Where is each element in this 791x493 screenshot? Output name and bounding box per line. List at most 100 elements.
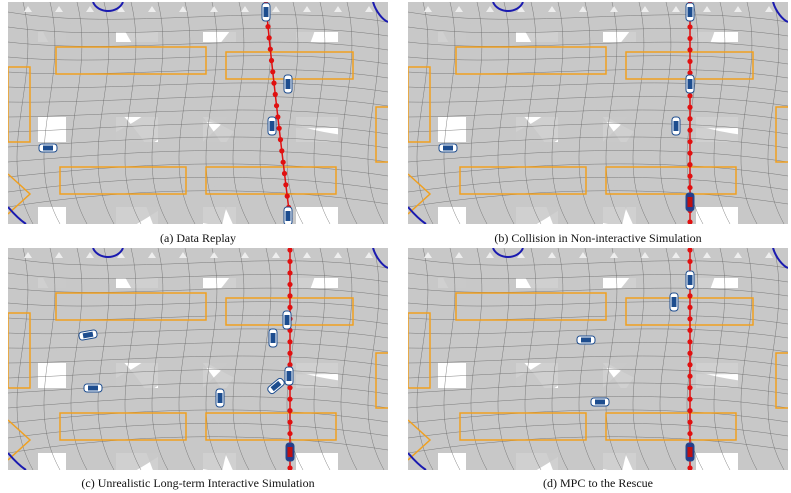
vehicle	[670, 293, 678, 311]
panel-map	[408, 248, 788, 470]
trajectory-point	[687, 174, 692, 179]
caption: (a) Data Replay	[8, 231, 388, 246]
vehicle	[268, 117, 276, 135]
trajectory-point	[287, 305, 292, 310]
trajectory-point	[687, 351, 692, 356]
trajectory-point	[265, 24, 270, 29]
vehicle-cabin	[288, 447, 293, 457]
trajectory-point	[269, 58, 274, 63]
vehicle	[672, 117, 680, 135]
trajectory-point	[278, 137, 283, 142]
trajectory-point	[687, 259, 692, 264]
vehicle	[262, 3, 270, 21]
trajectory-point	[287, 259, 292, 264]
vehicle-cabin	[672, 297, 677, 307]
vehicle-cabin	[271, 333, 276, 343]
trajectory-point	[267, 35, 272, 40]
vehicle	[686, 443, 694, 461]
trajectory-point	[273, 92, 278, 97]
vehicle	[84, 384, 102, 392]
trajectory-point	[287, 385, 292, 390]
vehicle	[686, 3, 694, 21]
trajectory-point	[687, 397, 692, 402]
trajectory-point	[268, 47, 273, 52]
vehicle	[216, 389, 224, 407]
vehicle	[686, 271, 694, 289]
trajectory-point	[287, 408, 292, 413]
trajectory-point	[687, 128, 692, 133]
trajectory-point	[687, 339, 692, 344]
figure: (a) Data Replay (b) Collision in Non-int…	[0, 0, 791, 493]
vehicle	[439, 144, 457, 152]
vehicle	[285, 367, 293, 385]
vehicle-cabin	[688, 7, 693, 17]
vehicle-cabin	[287, 371, 292, 381]
trajectory-point	[687, 385, 692, 390]
vehicle-cabin	[688, 275, 693, 285]
vehicle-cabin	[264, 7, 269, 17]
trajectory-point	[285, 194, 290, 199]
vehicle	[686, 193, 694, 211]
trajectory-point	[687, 362, 692, 367]
trajectory-point	[687, 305, 692, 310]
trajectory-point	[687, 105, 692, 110]
trajectory-point	[687, 374, 692, 379]
trajectory-point	[687, 316, 692, 321]
trajectory-point	[687, 59, 692, 64]
trajectory-point	[287, 270, 292, 275]
trajectory-point	[270, 69, 275, 74]
trajectory-point	[282, 171, 287, 176]
caption: (b) Collision in Non-interactive Simulat…	[408, 231, 788, 246]
vehicle	[283, 311, 291, 329]
trajectory-point	[687, 420, 692, 425]
vehicle-cabin	[218, 393, 223, 403]
trajectory-point	[287, 351, 292, 356]
trajectory-point	[687, 36, 692, 41]
vehicle	[284, 75, 292, 93]
vehicle-cabin	[88, 386, 98, 391]
trajectory-point	[287, 420, 292, 425]
vehicle	[686, 75, 694, 93]
vehicle-cabin	[286, 211, 291, 221]
trajectory-point	[287, 282, 292, 287]
trajectory-point	[687, 185, 692, 190]
vehicle-cabin	[443, 146, 453, 151]
vehicle-cabin	[286, 79, 291, 89]
trajectory-point	[274, 103, 279, 108]
vehicle-cabin	[688, 447, 693, 457]
trajectory-point	[277, 126, 282, 131]
trajectory-point	[279, 148, 284, 153]
vehicle	[284, 207, 292, 224]
trajectory-point	[687, 24, 692, 29]
trajectory-point	[687, 116, 692, 121]
trajectory-point	[687, 408, 692, 413]
caption: (d) MPC to the Rescue	[408, 476, 788, 491]
vehicle	[286, 443, 294, 461]
panel-map	[408, 2, 788, 224]
vehicle-cabin	[285, 315, 290, 325]
trajectory-point	[687, 431, 692, 436]
vehicle-cabin	[688, 197, 693, 207]
vehicle	[39, 144, 57, 152]
vehicle-cabin	[674, 121, 679, 131]
trajectory-point	[283, 182, 288, 187]
trajectory-point	[687, 328, 692, 333]
trajectory-point	[287, 431, 292, 436]
trajectory-point	[281, 160, 286, 165]
panel-map	[8, 2, 388, 224]
vehicle-cabin	[270, 121, 275, 131]
trajectory-point	[287, 397, 292, 402]
trajectory-point	[687, 93, 692, 98]
vehicle-cabin	[581, 338, 591, 343]
panel-map	[8, 248, 388, 470]
vehicle-cabin	[688, 79, 693, 89]
vehicle	[269, 329, 277, 347]
vehicle-cabin	[595, 400, 605, 405]
trajectory-point	[287, 339, 292, 344]
caption: (c) Unrealistic Long-term Interactive Si…	[8, 476, 388, 491]
trajectory-point	[271, 81, 276, 86]
trajectory-point	[687, 293, 692, 298]
vehicle-cabin	[43, 146, 53, 151]
trajectory-point	[687, 151, 692, 156]
trajectory-point	[687, 47, 692, 52]
